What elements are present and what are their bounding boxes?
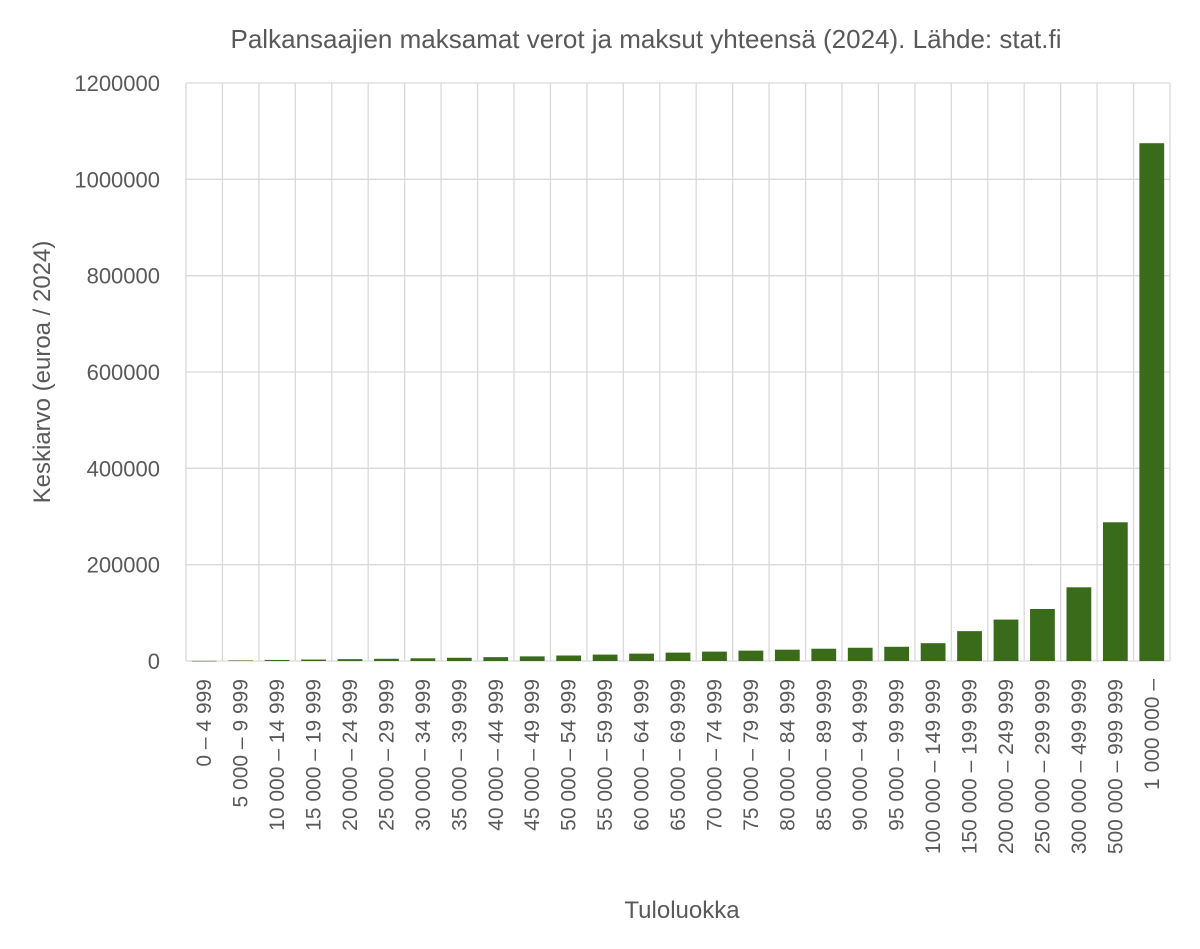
x-tick-label: 10 000 – 14 999 — [266, 679, 289, 831]
bar — [446, 657, 472, 661]
y-tick-label: 400000 — [87, 456, 160, 481]
bar — [993, 619, 1019, 661]
x-tick-label: 55 000 – 59 999 — [594, 679, 617, 831]
bar — [957, 631, 982, 661]
x-tick-label: 75 000 – 79 999 — [740, 679, 763, 831]
bar — [1030, 608, 1055, 661]
x-tick-label: 35 000 – 39 999 — [448, 679, 471, 831]
bar — [374, 658, 399, 661]
x-tick-label: 15 000 – 19 999 — [303, 679, 326, 831]
x-tick-label: 30 000 – 34 999 — [412, 679, 435, 831]
y-tick-label: 600000 — [87, 360, 160, 385]
x-tick-label: 50 000 – 54 999 — [558, 679, 581, 831]
bar — [847, 647, 873, 661]
bar — [264, 659, 290, 661]
bars — [191, 143, 1165, 662]
x-tick-label: 500 000 – 999 999 — [1104, 679, 1127, 854]
bar — [774, 649, 800, 661]
x-axis-title: Tuloluokka — [624, 897, 740, 924]
x-tick-label: 100 000 – 149 999 — [922, 679, 945, 854]
y-tick-label: 1000000 — [74, 167, 160, 192]
bar — [556, 655, 582, 661]
x-tick-label: 1 000 000 – — [1141, 679, 1164, 790]
bar — [811, 648, 837, 661]
bar — [629, 653, 654, 661]
y-tick-label: 0 — [148, 649, 160, 674]
y-axis-title: Keskiarvo (euroa / 2024) — [29, 241, 56, 504]
y-tick-label: 1200000 — [74, 71, 160, 96]
x-tick-label: 40 000 – 44 999 — [485, 679, 508, 831]
bar — [920, 643, 946, 661]
x-tick-label: 85 000 – 89 999 — [813, 679, 836, 831]
bar — [1066, 587, 1092, 661]
bar — [228, 660, 254, 661]
x-tick-label: 5 000 – 9 999 — [230, 679, 253, 807]
x-tick-label: 70 000 – 74 999 — [703, 679, 726, 831]
bar — [884, 646, 910, 661]
y-tick-label: 800000 — [87, 264, 160, 289]
x-tick-label: 60 000 – 64 999 — [631, 679, 654, 831]
bar — [301, 659, 326, 661]
bar — [592, 654, 618, 661]
bar — [483, 657, 509, 661]
bar — [702, 651, 727, 661]
y-axis: 0 200000 400000 600000 800000 1000000 1200000 — [74, 71, 160, 674]
x-tick-label: 25 000 – 29 999 — [375, 679, 398, 831]
bar — [519, 656, 545, 661]
chart-title: Palkansaajien maksamat verot ja maksut y… — [231, 24, 1062, 54]
x-tick-label: 20 000 – 24 999 — [339, 679, 362, 831]
x-tick-label: 0 – 4 999 — [193, 679, 216, 767]
y-tick-label: 200000 — [87, 553, 160, 578]
x-tick-label: 90 000 – 94 999 — [849, 679, 872, 831]
x-tick-label: 80 000 – 84 999 — [776, 679, 799, 831]
bar — [1102, 522, 1128, 661]
grid — [185, 82, 1171, 662]
x-tick-label: 150 000 – 199 999 — [959, 679, 982, 854]
bar — [1139, 143, 1165, 662]
x-tick-label: 250 000 – 299 999 — [1031, 679, 1054, 854]
x-tick-label: 300 000 – 499 999 — [1068, 679, 1091, 854]
bar — [410, 658, 436, 661]
x-tick-label: 95 000 – 99 999 — [886, 679, 909, 831]
bar — [738, 650, 764, 661]
x-tick-label: 200 000 – 249 999 — [995, 679, 1018, 854]
bar — [191, 660, 217, 662]
x-tick-label: 65 000 – 69 999 — [667, 679, 690, 831]
x-axis: 0 – 4 999 5 000 – 9 999 10 000 – 14 999 15 … — [193, 679, 1164, 854]
bar — [665, 652, 691, 661]
x-tick-label: 45 000 – 49 999 — [521, 679, 544, 831]
bar — [337, 659, 363, 661]
